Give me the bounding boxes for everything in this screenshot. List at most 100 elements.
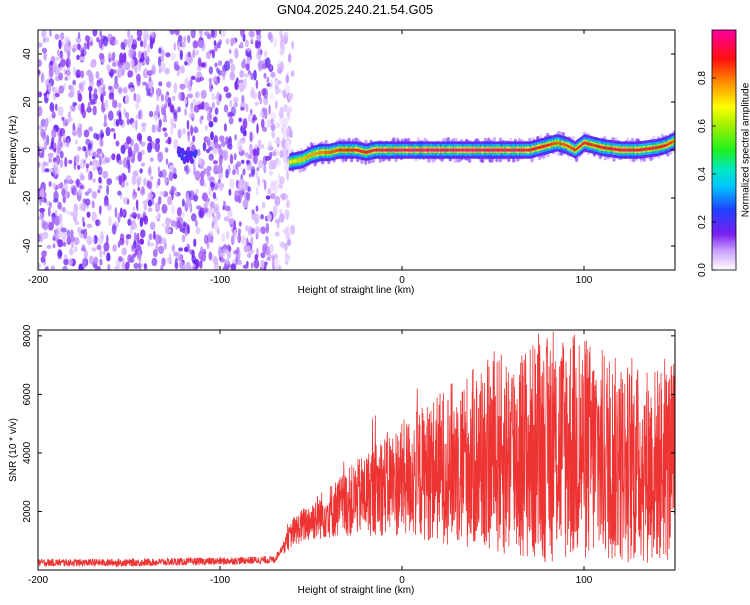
heatmap-signal-cell xyxy=(546,153,550,158)
heatmap-signal-cell xyxy=(291,160,293,163)
heatmap-signal-cell xyxy=(491,148,493,152)
heatmap-signal-cell xyxy=(472,148,474,152)
heatmap-noise-cell xyxy=(260,259,265,269)
heatmap-noise-cell xyxy=(255,168,258,179)
heatmap-noise-cell xyxy=(266,119,272,128)
heatmap-noise-cell xyxy=(145,32,150,38)
heatmap-noise-cell xyxy=(126,136,132,145)
heatmap-noise-cell xyxy=(68,258,73,266)
heatmap-noise-cell xyxy=(95,153,101,158)
heatmap-noise-cell xyxy=(209,201,215,209)
heatmap-noise-cell xyxy=(126,198,130,205)
heatmap-noise-cell xyxy=(245,225,249,232)
heatmap-noise-cell xyxy=(153,230,156,240)
heatmap-noise-cell xyxy=(103,113,107,125)
heatmap-noise-cell xyxy=(231,235,235,246)
heatmap-signal-cell xyxy=(626,148,628,152)
heatmap-noise-cell xyxy=(120,65,124,73)
heatmap-noise-cell xyxy=(50,265,56,270)
heatmap-noise-cell xyxy=(192,40,199,49)
heatmap-signal-cell xyxy=(440,148,442,152)
heatmap-signal-cell xyxy=(561,142,563,146)
heatmap-noise-cell xyxy=(59,159,64,169)
x-tick-label: -100 xyxy=(210,575,230,586)
heatmap-noise-cell xyxy=(228,116,234,125)
heatmap-noise-cell xyxy=(179,223,183,232)
heatmap-signal-cell xyxy=(463,148,465,152)
heatmap-noise-cell xyxy=(212,192,217,200)
heatmap-signal-cell xyxy=(316,151,318,155)
chart-title: GN04.2025.240.21.54.G05 xyxy=(277,2,433,17)
heatmap-noise-cell xyxy=(211,221,215,229)
heatmap-noise-cell xyxy=(238,259,242,266)
heatmap-noise-cell xyxy=(62,207,66,213)
heatmap-noise-cell xyxy=(275,139,281,144)
heatmap-signal-cell xyxy=(638,148,640,152)
heatmap-signal-cell xyxy=(361,149,363,153)
heatmap-noise-cell xyxy=(206,112,212,122)
heatmap-noise-cell xyxy=(136,30,143,38)
heatmap-noise-cell xyxy=(110,128,115,132)
heatmap-noise-cell xyxy=(147,167,152,175)
heatmap-noise-cell xyxy=(160,61,166,73)
heatmap-noise-cell xyxy=(197,57,202,67)
heatmap-signal-cell xyxy=(427,158,431,163)
heatmap-signal-cell xyxy=(485,148,487,152)
heatmap-signal-cell xyxy=(555,141,557,145)
heatmap-noise-cell xyxy=(52,236,56,241)
heatmap-noise-cell xyxy=(237,79,240,85)
heatmap-signal-cell xyxy=(493,148,495,152)
heatmap-noise-cell xyxy=(98,84,102,94)
heatmap-noise-cell xyxy=(125,234,132,240)
heatmap-noise-cell xyxy=(44,122,48,132)
heatmap-noise-cell xyxy=(60,58,66,68)
heatmap-noise-cell xyxy=(133,142,140,153)
heatmap-noise-cell xyxy=(42,37,47,43)
heatmap-noise-cell xyxy=(142,68,149,79)
heatmap-noise-cell xyxy=(70,229,74,238)
heatmap-noise-cell xyxy=(127,30,131,38)
heatmap-signal-cell xyxy=(427,148,429,152)
heatmap-signal-cell xyxy=(372,149,374,153)
heatmap-signal-cell xyxy=(510,148,512,152)
heatmap-signal-cell xyxy=(417,148,419,152)
heatmap-noise-cell xyxy=(136,175,142,185)
heatmap-noise-cell xyxy=(81,257,87,269)
heatmap-noise-cell xyxy=(150,175,154,181)
heatmap-signal-cell xyxy=(657,145,659,149)
heatmap-signal-cell xyxy=(554,141,556,145)
heatmap-signal-cell xyxy=(518,148,520,152)
heatmap-noise-cell xyxy=(173,42,177,51)
heatmap-signal-cell xyxy=(508,148,510,152)
heatmap-signal-cell xyxy=(512,158,516,163)
heatmap-noise-cell xyxy=(173,139,179,150)
heatmap-noise-cell xyxy=(143,177,147,186)
heatmap-noise-cell xyxy=(158,81,163,87)
heatmap-noise-cell xyxy=(198,103,204,110)
heatmap-noise-cell xyxy=(77,164,81,170)
heatmap-noise-cell xyxy=(96,38,100,43)
heatmap-noise-cell xyxy=(176,70,181,77)
heatmap-noise-cell xyxy=(279,150,284,159)
heatmap-signal-cell xyxy=(539,145,541,149)
heatmap-signal-cell xyxy=(338,148,340,152)
heatmap-noise-cell xyxy=(136,73,141,82)
heatmap-noise-cell xyxy=(63,68,66,76)
heatmap-noise-cell xyxy=(275,160,282,165)
heatmap-noise-cell xyxy=(241,180,248,192)
heatmap-noise-cell xyxy=(131,121,135,129)
heatmap-signal-cell xyxy=(399,148,401,152)
heatmap-noise-cell xyxy=(62,132,66,142)
heatmap-noise-cell xyxy=(119,233,125,241)
heatmap-noise-cell xyxy=(62,196,67,204)
heatmap-noise-cell xyxy=(165,52,171,58)
heatmap-noise-cell xyxy=(149,139,153,150)
heatmap-noise-cell xyxy=(187,131,190,143)
heatmap-signal-cell xyxy=(391,148,393,152)
heatmap-signal-cell xyxy=(517,148,519,152)
heatmap-noise-cell xyxy=(129,87,135,93)
heatmap-signal-cell xyxy=(502,148,504,152)
heatmap-noise-cell xyxy=(77,146,82,151)
heatmap-noise-cell xyxy=(49,102,55,112)
heatmap-noise-cell xyxy=(70,85,75,96)
